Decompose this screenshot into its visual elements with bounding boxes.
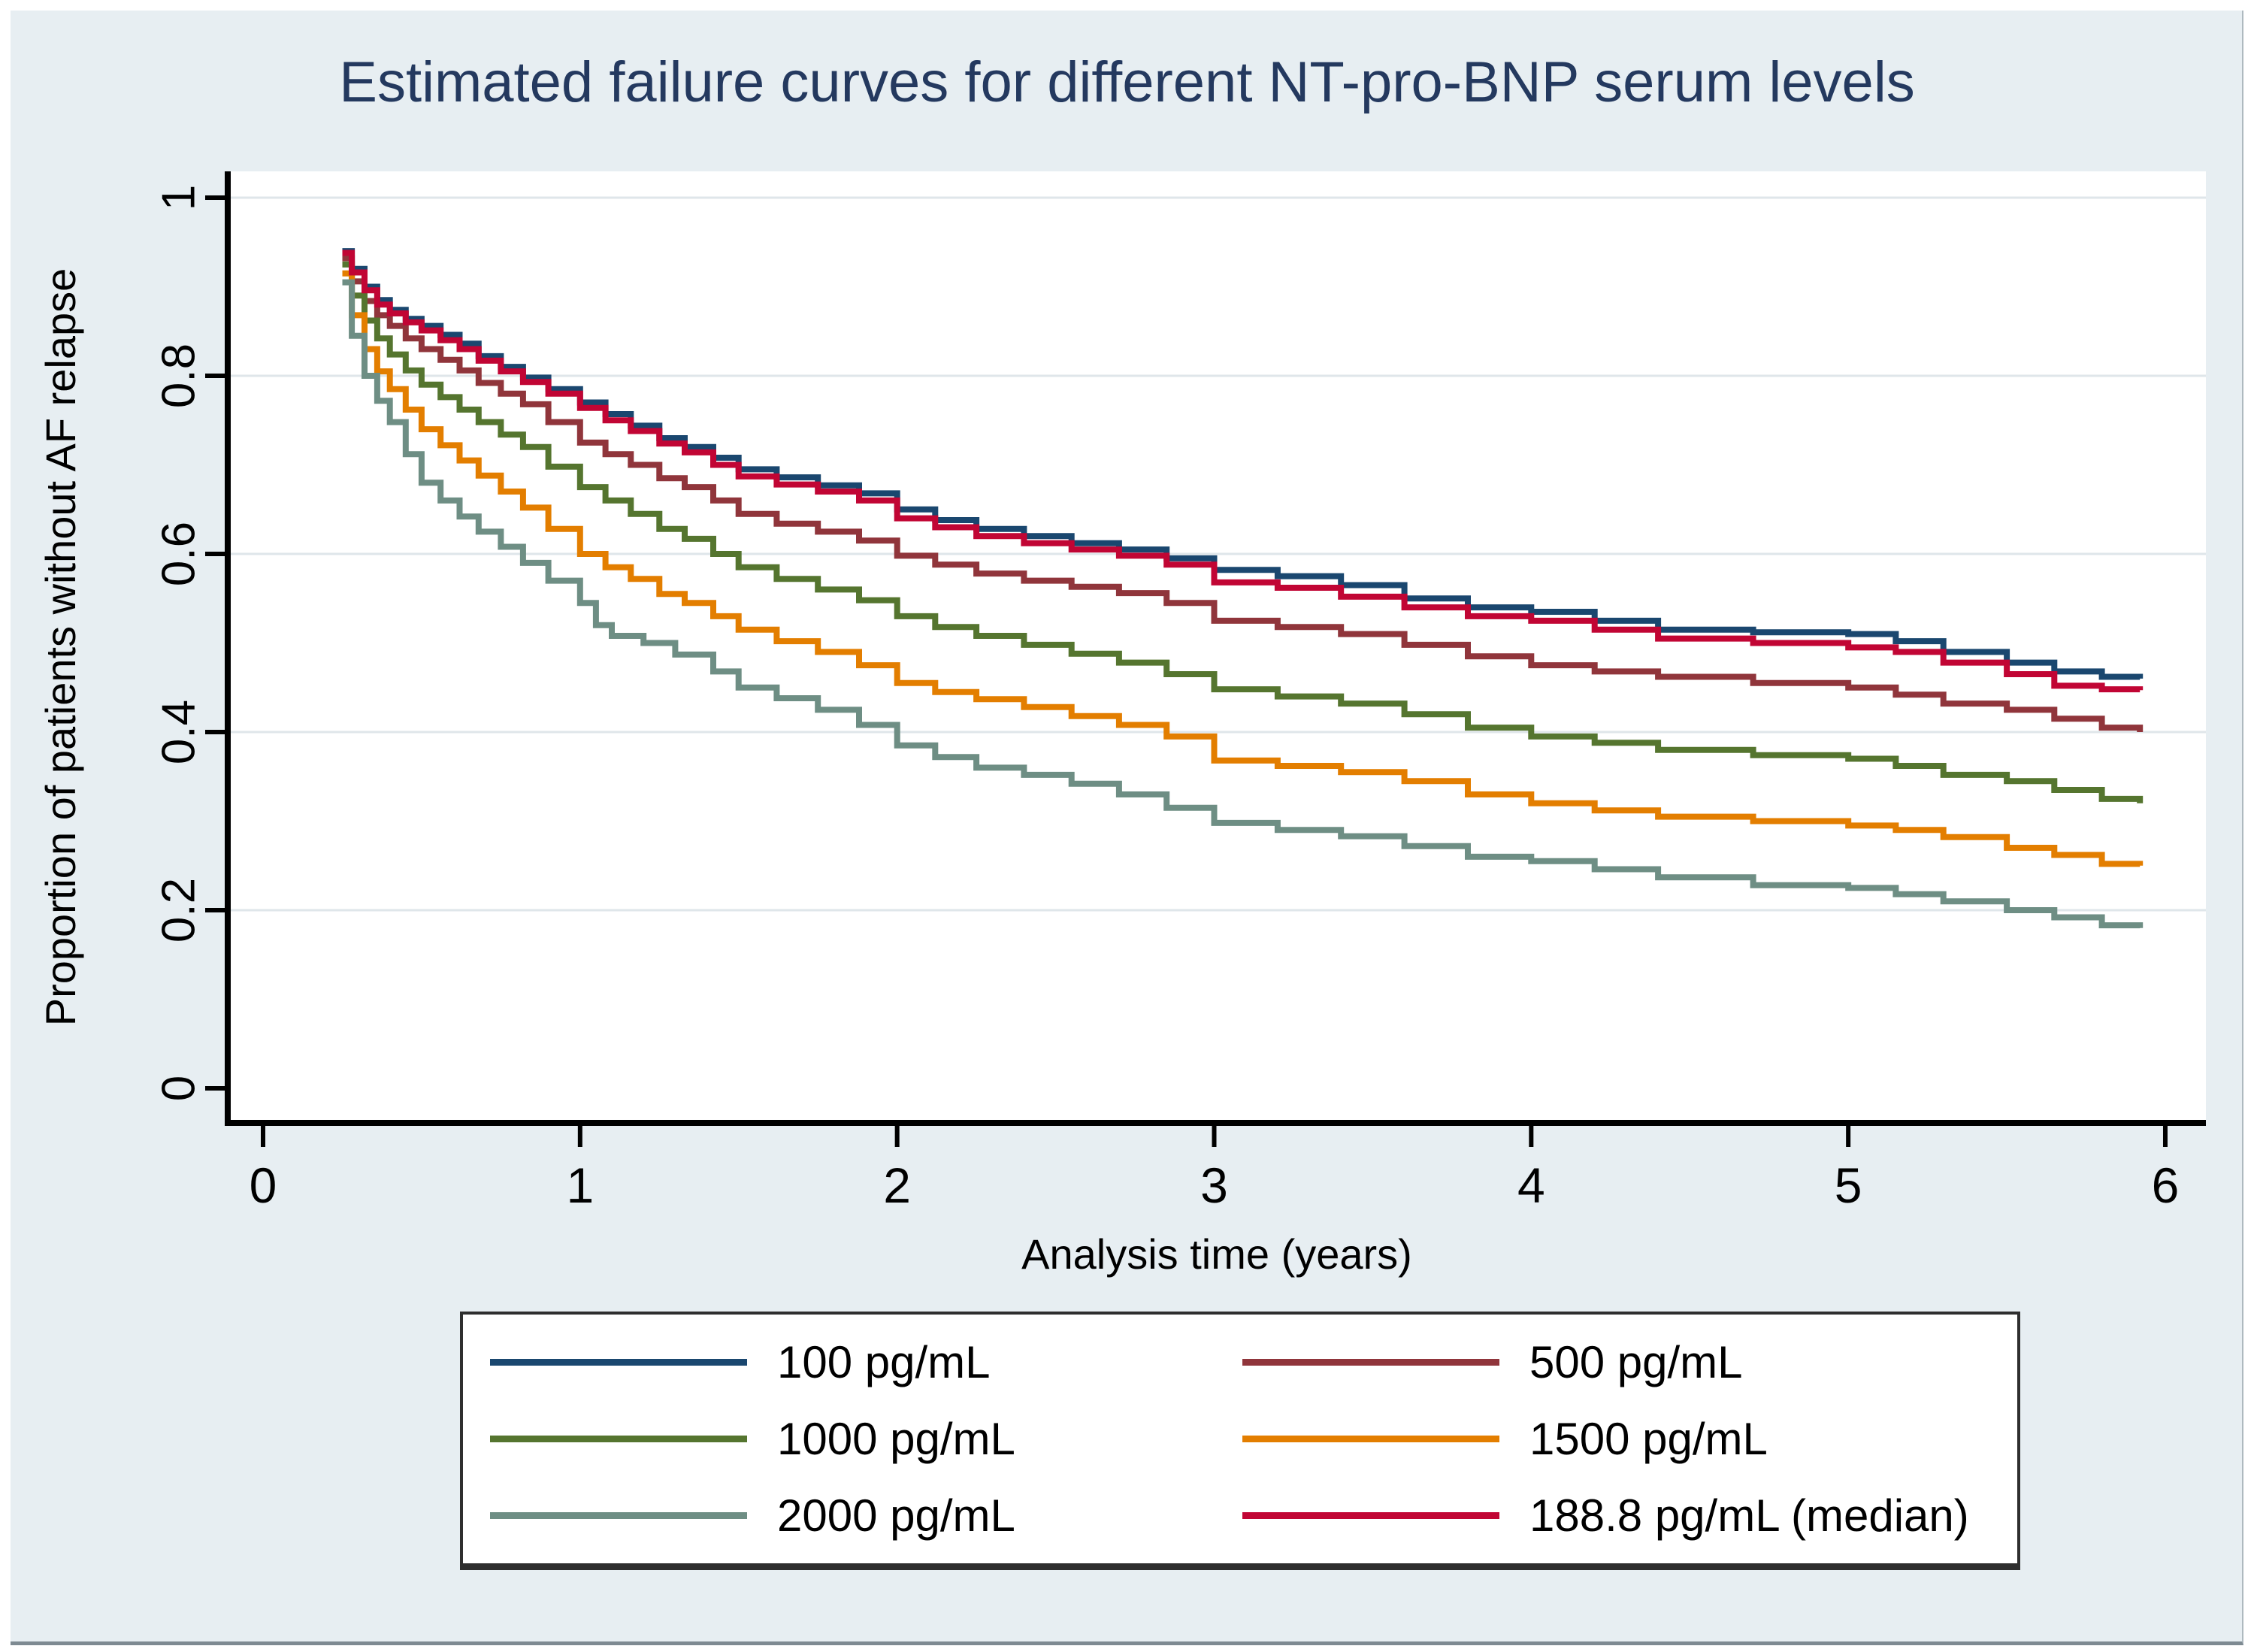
legend-entry: 188.8 pg/mL (median) (1242, 1486, 1995, 1546)
y-tick-label: 0.6 (153, 522, 205, 586)
survival-curve (342, 279, 2144, 929)
legend-box: 100 pg/mL 500 pg/mL 1000 pg/mL 1500 pg/mL 20… (460, 1312, 2020, 1570)
y-tick-label: 0.8 (153, 343, 205, 408)
legend-line-swatch (1242, 1436, 1499, 1442)
y-tick-label: 0 (153, 1076, 205, 1101)
x-tick-label: 2 (883, 1157, 911, 1213)
legend-line-swatch (1242, 1512, 1499, 1519)
legend-label: 2000 pg/mL (777, 1490, 1015, 1541)
x-tick-label: 6 (2152, 1157, 2180, 1213)
survival-curve (342, 255, 2144, 732)
legend-label: 500 pg/mL (1529, 1337, 1743, 1387)
survival-curve (342, 270, 2144, 867)
legend-line-swatch (490, 1512, 747, 1519)
x-tick-label: 3 (1200, 1157, 1228, 1213)
x-axis-title: Analysis time (years) (1021, 1230, 1412, 1278)
plot-area (228, 171, 2206, 1123)
x-tick-label: 1 (566, 1157, 594, 1213)
y-tick-label: 1 (153, 185, 205, 210)
survival-curve (342, 261, 2144, 803)
x-tick-label: 0 (250, 1157, 277, 1213)
legend-entry: 2000 pg/mL (490, 1486, 1242, 1546)
legend-entry: 1500 pg/mL (1242, 1409, 1995, 1469)
legend-entry: 100 pg/mL (490, 1333, 1242, 1393)
survival-curve (342, 250, 2144, 693)
y-tick-label: 0.2 (153, 878, 205, 942)
legend-label: 100 pg/mL (777, 1337, 991, 1387)
legend-entry: 1000 pg/mL (490, 1409, 1242, 1469)
legend-label: 1000 pg/mL (777, 1414, 1015, 1464)
y-axis-title: Proportion of patients without AF relaps… (37, 268, 84, 1027)
y-tick-label: 0.4 (153, 700, 205, 764)
legend-label: 1500 pg/mL (1529, 1414, 1768, 1464)
legend-entry: 500 pg/mL (1242, 1333, 1995, 1393)
x-tick-label: 5 (1835, 1157, 1862, 1213)
survival-curve (342, 248, 2144, 680)
legend-line-swatch (490, 1436, 747, 1442)
chart-title: Estimated failure curves for different N… (339, 50, 1915, 114)
legend-line-swatch (1242, 1359, 1499, 1366)
legend-line-swatch (490, 1359, 747, 1366)
x-tick-label: 4 (1517, 1157, 1545, 1213)
legend-label: 188.8 pg/mL (median) (1529, 1490, 1969, 1541)
